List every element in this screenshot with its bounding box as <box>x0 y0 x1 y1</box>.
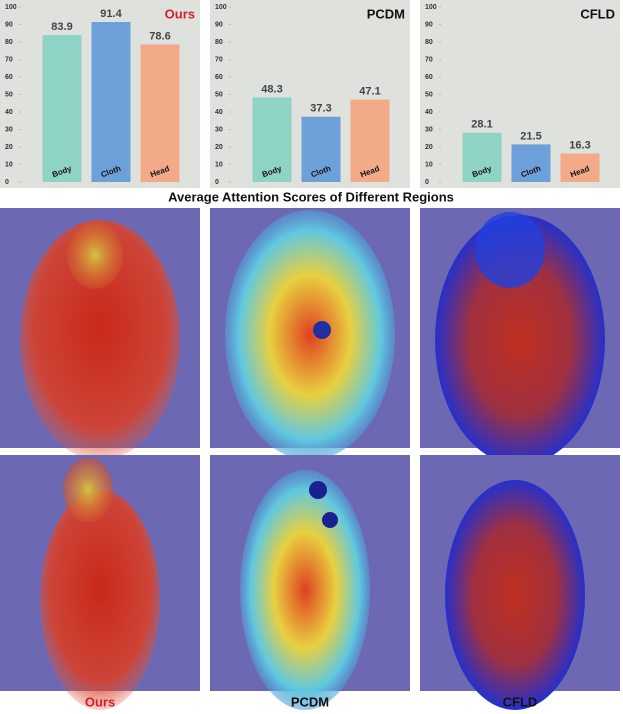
heatmap-spot <box>309 481 327 499</box>
value-label: 21.5 <box>520 130 541 142</box>
y-tick-label: 70 <box>215 56 223 63</box>
heatmap-body <box>445 480 585 710</box>
bar <box>560 153 600 182</box>
y-tick-label: 10 <box>215 161 223 168</box>
heatmap-spot <box>322 512 338 528</box>
chart-title: PCDM <box>367 6 405 21</box>
y-tick-label: 40 <box>215 109 223 116</box>
y-tick-label: 20 <box>5 144 13 151</box>
y-tick-label: 40 <box>425 109 433 116</box>
value-label: 16.3 <box>569 139 590 151</box>
caption: Average Attention Scores of Different Re… <box>168 189 454 204</box>
y-tick-label: 50 <box>5 91 13 98</box>
y-tick-label: 10 <box>425 161 433 168</box>
heatmap-body <box>40 490 160 710</box>
value-label: 91.4 <box>100 8 122 20</box>
heatmap-head <box>67 221 123 289</box>
y-tick-label: 30 <box>5 126 13 133</box>
y-tick-label: 90 <box>425 21 433 28</box>
value-label: 47.1 <box>359 85 380 97</box>
y-tick-label: 100 <box>425 4 437 11</box>
y-tick-label: 20 <box>215 144 223 151</box>
bar <box>42 35 82 182</box>
heatmap-spot <box>313 321 331 339</box>
y-tick-label: 50 <box>425 91 433 98</box>
y-tick-label: 30 <box>425 126 433 133</box>
y-tick-label: 100 <box>5 4 17 11</box>
value-label: 48.3 <box>261 83 282 95</box>
value-label: 83.9 <box>51 21 72 33</box>
bar <box>140 44 180 183</box>
chart-title: Ours <box>165 6 195 21</box>
chart-title: CFLD <box>580 6 615 21</box>
y-tick-label: 10 <box>5 161 13 168</box>
y-tick-label: 40 <box>5 109 13 116</box>
y-tick-label: 50 <box>215 91 223 98</box>
heatmap-head <box>475 212 545 288</box>
value-label: 37.3 <box>310 103 331 115</box>
y-tick-label: 60 <box>425 74 433 81</box>
heatmap-body <box>435 215 605 465</box>
y-tick-label: 0 <box>215 179 219 186</box>
bar <box>252 97 292 182</box>
y-tick-label: 80 <box>5 39 13 46</box>
y-tick-label: 80 <box>215 39 223 46</box>
y-tick-label: 0 <box>425 179 429 186</box>
heatmap-body <box>225 210 395 460</box>
bar <box>91 22 131 182</box>
attention-maps <box>0 208 620 710</box>
y-tick-label: 80 <box>425 39 433 46</box>
heatmap-head <box>63 458 113 522</box>
y-tick-label: 100 <box>215 4 227 11</box>
y-tick-label: 20 <box>425 144 433 151</box>
image-label: CFLD <box>503 694 538 709</box>
y-tick-label: 60 <box>5 74 13 81</box>
y-tick-label: 90 <box>215 21 223 28</box>
y-tick-label: 70 <box>425 56 433 63</box>
value-label: 78.6 <box>149 30 170 42</box>
heatmap-body <box>20 220 180 460</box>
image-label: Ours <box>85 694 115 709</box>
bar <box>462 132 502 182</box>
bar <box>301 116 341 182</box>
heatmap-body <box>240 470 370 710</box>
y-tick-label: 30 <box>215 126 223 133</box>
bar <box>511 144 551 182</box>
image-label: PCDM <box>291 694 329 709</box>
y-tick-label: 60 <box>215 74 223 81</box>
y-tick-label: 0 <box>5 179 9 186</box>
bar <box>350 99 390 182</box>
y-tick-label: 90 <box>5 21 13 28</box>
y-tick-label: 70 <box>5 56 13 63</box>
value-label: 28.1 <box>471 119 492 131</box>
